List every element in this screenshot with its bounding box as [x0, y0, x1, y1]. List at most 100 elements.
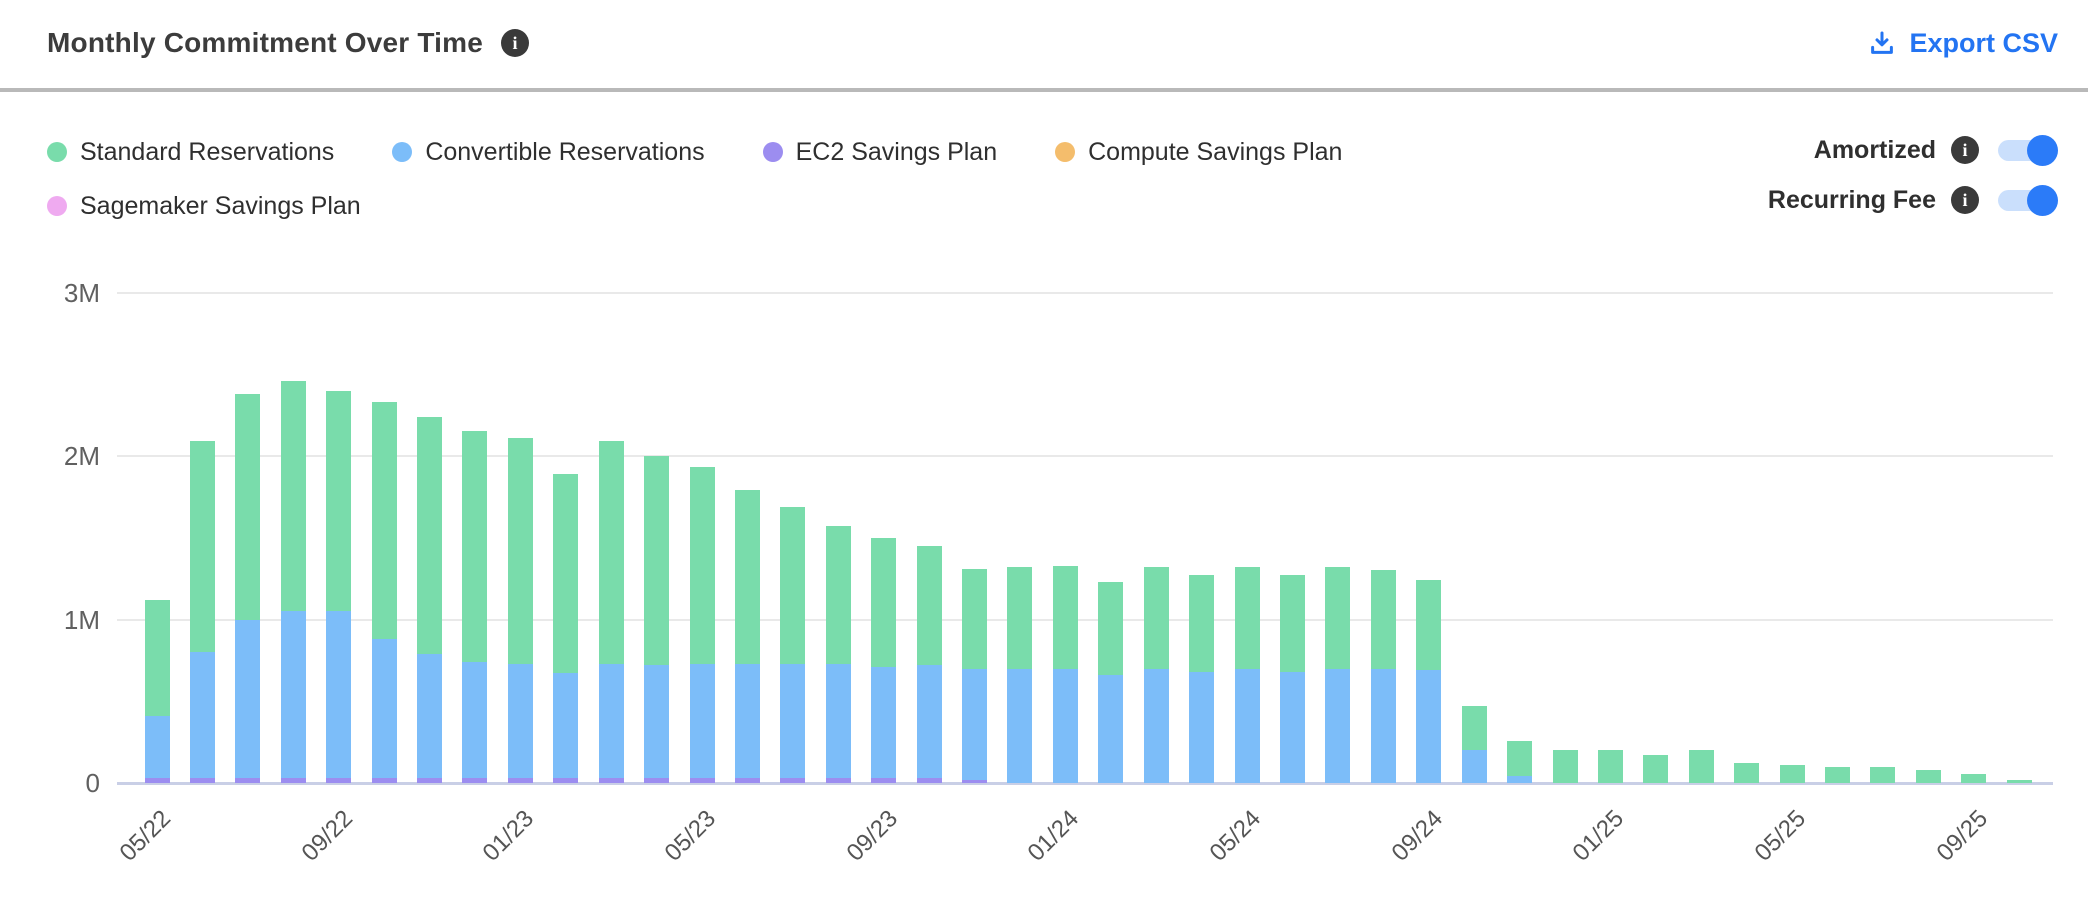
bar-segment-ec2-savings-plan[interactable]: [644, 778, 670, 783]
bar-segment-standard-reservations[interactable]: [371, 402, 397, 640]
bar-segment-convertible-reservations[interactable]: [371, 639, 397, 779]
bar-segment-convertible-reservations[interactable]: [644, 665, 670, 779]
bar-segment-convertible-reservations[interactable]: [689, 663, 715, 779]
bar-segment-convertible-reservations[interactable]: [1416, 670, 1442, 783]
bar-06/22[interactable]: [189, 230, 215, 783]
bar-segment-ec2-savings-plan[interactable]: [780, 778, 806, 783]
bar-01/24[interactable]: [1052, 230, 1078, 783]
bar-segment-standard-reservations[interactable]: [280, 380, 306, 612]
bar-segment-standard-reservations[interactable]: [1597, 750, 1623, 783]
bar-segment-standard-reservations[interactable]: [507, 438, 533, 664]
bar-11/23[interactable]: [962, 230, 988, 783]
bar-05/24[interactable]: [1234, 230, 1260, 783]
legend-item-compute-savings-plan[interactable]: Compute Savings Plan: [1055, 133, 1342, 171]
bar-segment-standard-reservations[interactable]: [689, 467, 715, 664]
bar-segment-ec2-savings-plan[interactable]: [734, 778, 760, 783]
bar-segment-convertible-reservations[interactable]: [1370, 668, 1396, 783]
bar-segment-standard-reservations[interactable]: [598, 441, 624, 664]
bar-segment-standard-reservations[interactable]: [462, 431, 488, 663]
bar-02/25[interactable]: [1643, 230, 1669, 783]
bar-07/24[interactable]: [1325, 230, 1351, 783]
amortized-toggle[interactable]: [1998, 134, 2058, 166]
bar-segment-standard-reservations[interactable]: [417, 416, 443, 654]
bar-10/22[interactable]: [371, 230, 397, 783]
bar-segment-ec2-savings-plan[interactable]: [417, 778, 443, 783]
bar-segment-standard-reservations[interactable]: [1007, 567, 1033, 669]
bar-09/24[interactable]: [1416, 230, 1442, 783]
bar-06/24[interactable]: [1280, 230, 1305, 783]
export-csv-button[interactable]: Export CSV: [1867, 28, 2058, 59]
bar-segment-ec2-savings-plan[interactable]: [825, 778, 851, 783]
bar-08/24[interactable]: [1370, 230, 1396, 783]
bar-12/23[interactable]: [1007, 230, 1033, 783]
bar-07/22[interactable]: [235, 230, 261, 783]
bar-08/23[interactable]: [825, 230, 851, 783]
bar-12/22[interactable]: [462, 230, 488, 783]
bar-09/22[interactable]: [326, 230, 352, 783]
bar-segment-standard-reservations[interactable]: [1189, 575, 1215, 672]
bar-01/23[interactable]: [507, 230, 533, 783]
recurring-fee-toggle[interactable]: [1998, 184, 2058, 216]
bar-segment-standard-reservations[interactable]: [1552, 750, 1578, 783]
bar-segment-convertible-reservations[interactable]: [280, 611, 306, 779]
bar-segment-convertible-reservations[interactable]: [462, 662, 488, 779]
bar-segment-standard-reservations[interactable]: [144, 599, 170, 716]
bar-11/22[interactable]: [417, 230, 443, 783]
bar-10/24[interactable]: [1461, 230, 1487, 783]
bar-segment-convertible-reservations[interactable]: [1143, 668, 1169, 783]
bar-segment-standard-reservations[interactable]: [1507, 740, 1533, 777]
title-info-icon[interactable]: i: [501, 29, 530, 57]
bar-segment-standard-reservations[interactable]: [1325, 567, 1351, 669]
bar-segment-convertible-reservations[interactable]: [916, 665, 942, 779]
bar-segment-standard-reservations[interactable]: [1234, 567, 1260, 669]
bar-segment-standard-reservations[interactable]: [916, 545, 942, 666]
bar-segment-standard-reservations[interactable]: [1143, 567, 1169, 669]
bar-segment-ec2-savings-plan[interactable]: [189, 778, 215, 783]
bar-segment-convertible-reservations[interactable]: [189, 652, 215, 779]
bar-segment-ec2-savings-plan[interactable]: [326, 778, 352, 783]
legend-item-sagemaker-savings-plan[interactable]: Sagemaker Savings Plan: [47, 187, 361, 225]
recurring-fee-info-icon[interactable]: i: [1951, 186, 1979, 214]
bar-10/25[interactable]: [2006, 230, 2032, 783]
bar-04/23[interactable]: [644, 230, 670, 783]
bar-06/25[interactable]: [1825, 230, 1851, 783]
bar-05/25[interactable]: [1779, 230, 1805, 783]
bar-02/23[interactable]: [553, 230, 579, 783]
bar-segment-standard-reservations[interactable]: [189, 441, 215, 653]
bar-08/25[interactable]: [1915, 230, 1941, 783]
bar-segment-convertible-reservations[interactable]: [235, 619, 261, 779]
bar-03/25[interactable]: [1688, 230, 1714, 783]
bar-segment-convertible-reservations[interactable]: [326, 611, 352, 779]
bar-05/22[interactable]: [144, 230, 170, 783]
bar-segment-standard-reservations[interactable]: [1370, 570, 1396, 669]
bar-segment-ec2-savings-plan[interactable]: [871, 778, 897, 783]
bar-segment-standard-reservations[interactable]: [1734, 763, 1760, 783]
bar-04/24[interactable]: [1189, 230, 1215, 783]
bar-03/23[interactable]: [598, 230, 624, 783]
bar-segment-convertible-reservations[interactable]: [553, 673, 579, 779]
bar-segment-convertible-reservations[interactable]: [1280, 671, 1305, 783]
bar-segment-standard-reservations[interactable]: [1461, 706, 1487, 751]
bar-segment-ec2-savings-plan[interactable]: [553, 778, 579, 783]
bar-segment-standard-reservations[interactable]: [1915, 769, 1941, 783]
bar-segment-convertible-reservations[interactable]: [1234, 668, 1260, 783]
bar-segment-ec2-savings-plan[interactable]: [462, 778, 488, 783]
bar-segment-standard-reservations[interactable]: [2006, 779, 2032, 783]
bar-segment-ec2-savings-plan[interactable]: [371, 778, 397, 783]
bar-03/24[interactable]: [1143, 230, 1169, 783]
bar-segment-ec2-savings-plan[interactable]: [598, 778, 624, 783]
bar-segment-standard-reservations[interactable]: [644, 456, 670, 666]
bar-12/24[interactable]: [1552, 230, 1578, 783]
bar-segment-standard-reservations[interactable]: [1961, 774, 1987, 783]
bar-segment-convertible-reservations[interactable]: [1507, 776, 1533, 783]
bar-08/22[interactable]: [280, 230, 306, 783]
bar-segment-standard-reservations[interactable]: [553, 474, 579, 674]
bar-segment-ec2-savings-plan[interactable]: [144, 778, 170, 783]
bar-segment-standard-reservations[interactable]: [1779, 765, 1805, 783]
bar-segment-convertible-reservations[interactable]: [1461, 750, 1487, 783]
bar-segment-convertible-reservations[interactable]: [825, 663, 851, 779]
bar-segment-standard-reservations[interactable]: [1052, 565, 1078, 669]
bar-segment-ec2-savings-plan[interactable]: [916, 778, 942, 783]
bar-segment-convertible-reservations[interactable]: [144, 715, 170, 779]
bar-segment-standard-reservations[interactable]: [871, 537, 897, 667]
